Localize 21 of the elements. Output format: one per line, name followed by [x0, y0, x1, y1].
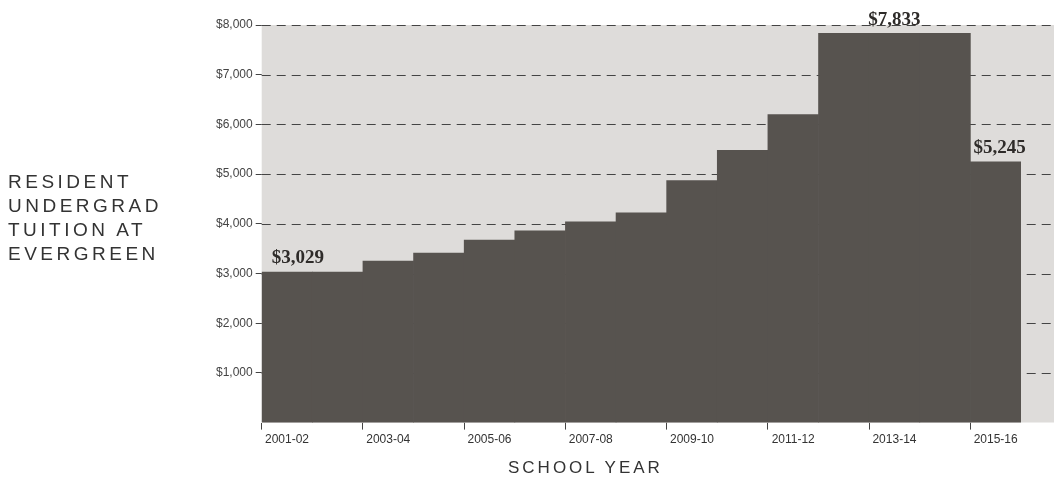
y-tick-label: $5,000: [216, 166, 254, 181]
x-tick-label: 2003-04: [366, 432, 411, 447]
y-tick-label: $2,000: [216, 315, 254, 330]
y-tick-label: $6,000: [216, 116, 254, 131]
x-tick-label: 2011-12: [771, 432, 816, 447]
x-tick-label: 2001-02: [264, 432, 310, 447]
y-axis-title: RESIDENT UNDERGRAD TUITION AT EVERGREEN: [8, 170, 163, 266]
x-tick-label: 2013-14: [872, 432, 917, 447]
y-tick-label: $8,000: [216, 17, 254, 32]
y-tick-label: $4,000: [216, 216, 254, 231]
y-tick-label: $1,000: [216, 365, 254, 380]
data-label: $3,029: [271, 246, 324, 268]
data-label: $7,833: [868, 7, 921, 29]
x-tick-label: 2007-08: [568, 432, 614, 447]
data-label: $5,245: [973, 136, 1026, 158]
x-tick-label: 2005-06: [467, 432, 512, 447]
x-axis-title: SCHOOL YEAR: [508, 458, 663, 478]
y-tick-label: $3,000: [216, 265, 254, 280]
y-tick-label: $7,000: [216, 67, 254, 82]
x-tick-label: 2015-16: [973, 432, 1019, 447]
x-tick-label: 2009-10: [669, 432, 715, 447]
